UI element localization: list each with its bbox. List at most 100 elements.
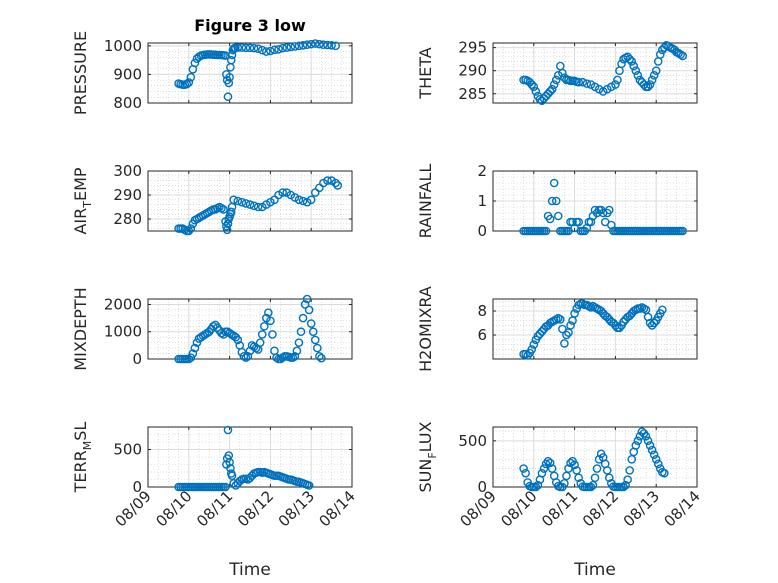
y-axis-label: SUNFLUX xyxy=(416,421,439,492)
y-axis-label: RAINFALL xyxy=(416,164,435,239)
data-point xyxy=(221,482,230,492)
data-point xyxy=(290,42,300,51)
data-point xyxy=(613,75,622,85)
data-point xyxy=(586,482,596,492)
data-point xyxy=(647,445,657,455)
y-axis-label: TERRMSL xyxy=(71,422,94,494)
data-point xyxy=(262,47,271,56)
data-point xyxy=(237,197,247,207)
data-point xyxy=(327,40,336,50)
y-tick-label: 290 xyxy=(458,62,487,80)
data-point xyxy=(564,464,573,473)
data-point xyxy=(521,468,530,478)
panel-theta: 285 290 295 THETA xyxy=(416,39,698,105)
data-point xyxy=(649,71,659,80)
data-point xyxy=(225,457,234,467)
y-tick-label: 0 xyxy=(132,350,142,368)
data-point xyxy=(547,196,557,206)
series-sun-flux xyxy=(519,427,669,492)
y-axis-label: THETA xyxy=(416,47,435,99)
data-point xyxy=(255,338,265,347)
data-point xyxy=(298,196,308,206)
data-point xyxy=(590,473,600,483)
data-point xyxy=(323,40,332,50)
data-point xyxy=(298,40,308,50)
data-point xyxy=(300,300,310,309)
x-axis-label: Time xyxy=(228,560,271,580)
data-point xyxy=(653,459,663,469)
data-point xyxy=(519,464,528,473)
data-point xyxy=(627,57,637,66)
data-point xyxy=(533,480,543,490)
data-point xyxy=(545,214,555,224)
data-point xyxy=(317,353,326,363)
series-h2omixra xyxy=(519,299,667,360)
data-point xyxy=(545,458,555,468)
data-point xyxy=(604,473,614,483)
data-point xyxy=(226,55,236,65)
axes-box-air-temp xyxy=(147,170,353,232)
y-tick-label: 8 xyxy=(477,302,487,320)
data-point xyxy=(539,464,549,473)
data-point xyxy=(633,436,643,446)
data-point xyxy=(660,43,669,52)
panel-h2omixra: 6 8 H2OMIXRA xyxy=(416,286,698,372)
data-point xyxy=(190,343,200,353)
data-point xyxy=(245,200,255,209)
panel-rainfall: 0 1 2 RAINFALL xyxy=(416,162,698,240)
data-point xyxy=(259,321,269,331)
data-point xyxy=(553,211,563,221)
y-tick-label: 0 xyxy=(477,222,487,240)
y-tick-label: 280 xyxy=(113,210,142,228)
data-point xyxy=(331,178,340,188)
data-point xyxy=(570,309,579,318)
data-point xyxy=(333,181,343,190)
data-point xyxy=(292,346,302,356)
data-point xyxy=(566,458,575,468)
data-point xyxy=(574,217,583,227)
data-point xyxy=(222,225,232,235)
data-point xyxy=(186,224,196,233)
x-axis-label: Time xyxy=(573,560,616,580)
data-point xyxy=(549,178,559,188)
data-point xyxy=(302,294,312,304)
data-point xyxy=(243,351,253,361)
data-point xyxy=(315,39,324,49)
axes-box-theta xyxy=(492,42,698,104)
series-air-temp xyxy=(174,176,343,236)
data-point xyxy=(574,473,583,483)
panel-air-temp: 280 290 300 AIRTEMP xyxy=(71,162,353,236)
data-point xyxy=(543,456,553,466)
data-point xyxy=(643,82,653,92)
data-point xyxy=(306,195,316,205)
data-point xyxy=(537,468,547,478)
series-mixdepth xyxy=(174,294,326,364)
data-point xyxy=(226,207,236,217)
y-tick-label: 2 xyxy=(477,162,487,180)
y-tick-label: 0 xyxy=(477,478,487,496)
data-point xyxy=(208,321,218,331)
y-tick-label: 0 xyxy=(132,478,142,496)
data-point xyxy=(296,327,306,337)
data-point xyxy=(527,80,537,89)
y-axis-label: PRESSURE xyxy=(71,31,90,115)
data-point xyxy=(224,78,234,88)
data-point xyxy=(237,347,247,357)
data-point xyxy=(288,353,298,362)
data-point xyxy=(294,338,304,347)
data-point xyxy=(633,71,643,80)
data-point xyxy=(676,50,685,59)
data-point xyxy=(649,318,659,328)
data-point xyxy=(523,351,532,360)
y-axis-label: AIRTEMP xyxy=(71,167,94,234)
data-point xyxy=(310,39,320,48)
data-point xyxy=(233,196,243,206)
data-point xyxy=(623,475,632,484)
data-point xyxy=(529,340,539,349)
panel-mixdepth: 0 1000 2000 MIXDEPTH xyxy=(71,287,353,371)
data-point xyxy=(645,80,655,89)
y-tick-label: 290 xyxy=(113,186,142,204)
data-point xyxy=(315,351,324,361)
data-point xyxy=(251,343,261,353)
